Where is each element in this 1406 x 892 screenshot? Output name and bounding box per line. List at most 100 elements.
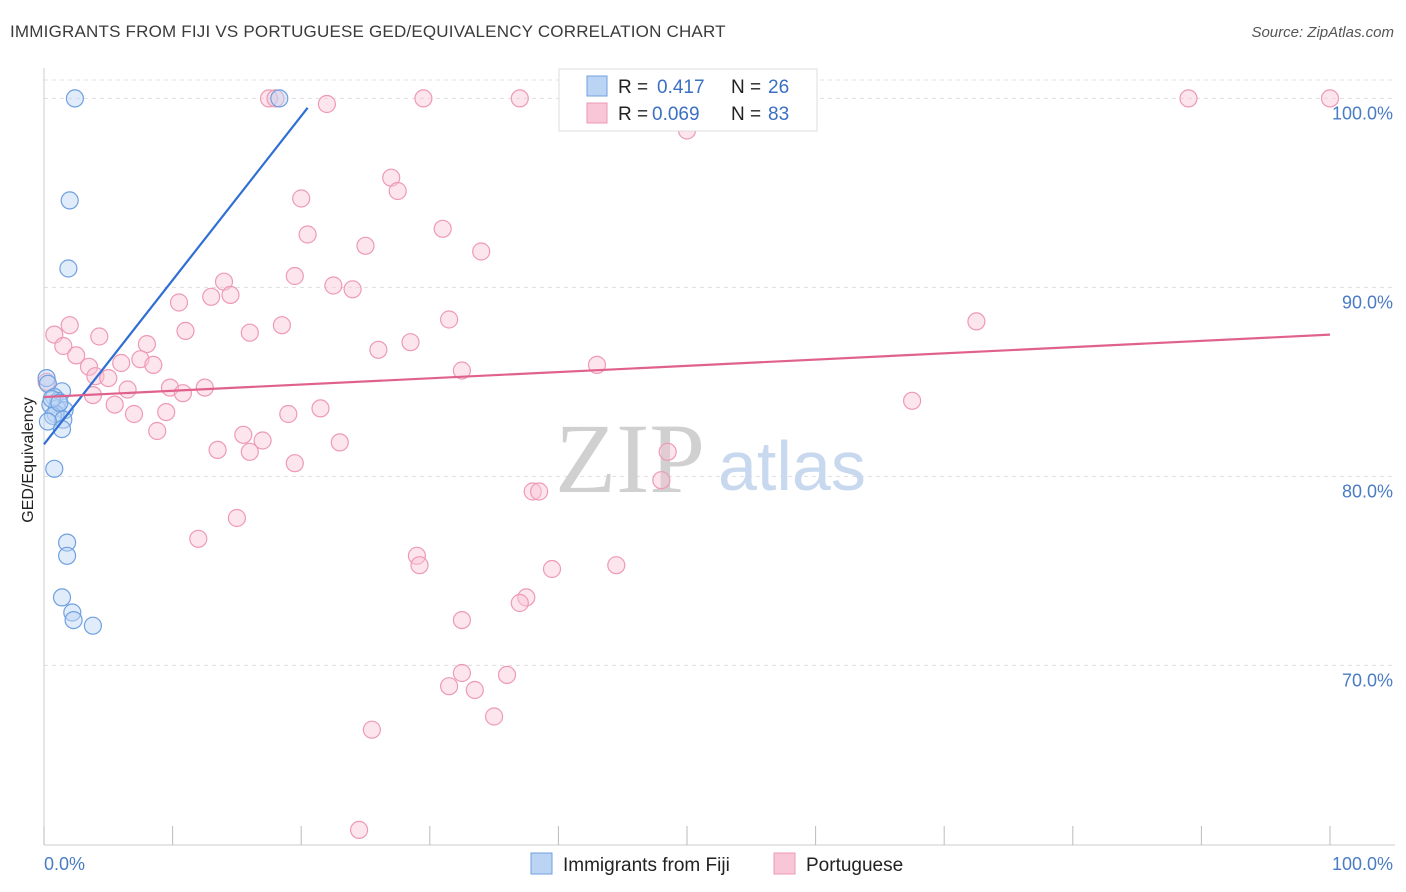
y-tick-label-90: 90.0% (1342, 292, 1393, 312)
point-portuguese-62 (285, 454, 304, 473)
point-portuguese-81 (350, 820, 369, 840)
point-portuguese-74 (452, 610, 471, 630)
point-fiji-17 (45, 459, 64, 478)
trend-lines (43, 107, 1331, 445)
point-portuguese-43 (99, 369, 118, 388)
point-portuguese-22 (440, 310, 459, 329)
point-portuguese-23 (967, 312, 986, 331)
point-portuguese-9 (388, 181, 407, 201)
point-portuguese-28 (240, 323, 259, 342)
watermark-zip: ZIP (555, 403, 705, 514)
point-fiji-2 (60, 191, 79, 210)
correlation-legend: R = 0.417 N = 26 R = 0.069 N = 83 (558, 68, 818, 132)
point-portuguese-46 (118, 380, 137, 399)
point-fiji-0 (65, 89, 85, 108)
point-portuguese-64 (523, 482, 542, 501)
point-portuguese-32 (137, 335, 156, 354)
point-portuguese-15 (285, 266, 304, 286)
point-portuguese-40 (452, 361, 471, 380)
bottom-legend-label-fiji: Immigrants from Fiji (563, 855, 730, 876)
point-portuguese-49 (902, 391, 922, 410)
legend-swatch-fiji (586, 75, 608, 97)
point-portuguese-34 (67, 346, 86, 365)
point-fiji-23 (83, 616, 103, 635)
point-portuguese-80 (362, 720, 381, 739)
point-portuguese-79 (485, 707, 504, 726)
y-tick-labels: 70.0% 80.0% 90.0% 100.0% (1332, 103, 1393, 690)
point-portuguese-31 (54, 336, 73, 356)
point-fiji-18 (57, 533, 77, 552)
point-portuguese-12 (298, 225, 317, 244)
point-portuguese-13 (356, 236, 375, 255)
legend-n-label-fiji: N = (731, 77, 761, 98)
point-portuguese-77 (452, 663, 471, 683)
point-portuguese-38 (79, 357, 99, 376)
point-portuguese-56 (234, 425, 253, 444)
point-portuguese-47 (173, 384, 192, 403)
point-portuguese-78 (497, 665, 517, 685)
point-fiji-4 (37, 369, 56, 388)
point-portuguese-69 (410, 556, 429, 575)
point-portuguese-6 (1179, 89, 1198, 108)
point-portuguese-65 (529, 482, 549, 501)
point-portuguese-50 (105, 395, 124, 414)
bottom-legend-swatch-portuguese (773, 852, 796, 875)
point-portuguese-16 (324, 276, 343, 295)
point-portuguese-75 (440, 677, 459, 696)
point-portuguese-67 (189, 529, 208, 548)
point-portuguese-21 (169, 293, 189, 312)
chart-title: IMMIGRANTS FROM FIJI VS PORTUGUESE GED/E… (10, 22, 726, 41)
trend-line-portuguese (43, 333, 1331, 399)
source-label: Source: ZipAtlas.com (1251, 24, 1394, 41)
point-portuguese-19 (202, 287, 221, 306)
point-fiji-20 (52, 588, 72, 607)
point-portuguese-11 (433, 219, 452, 238)
bottom-legend-label-portuguese: Portuguese (806, 855, 903, 876)
point-portuguese-0 (259, 89, 279, 108)
point-fiji-22 (64, 610, 83, 630)
point-portuguese-33 (369, 340, 388, 359)
legend-r-label-portuguese: R = (618, 104, 648, 125)
point-portuguese-30 (401, 333, 420, 352)
point-portuguese-45 (195, 378, 214, 397)
point-portuguese-63 (652, 471, 671, 490)
point-portuguese-73 (510, 593, 529, 613)
watermark: ZIP atlas (555, 403, 866, 514)
axes (43, 68, 1395, 846)
point-portuguese-70 (542, 559, 562, 579)
point-fiji-19 (57, 546, 77, 565)
point-fiji-25 (50, 393, 69, 412)
bottom-legend-swatch-fiji (530, 852, 553, 875)
legend-n-label-portuguese: N = (731, 104, 761, 125)
point-portuguese-51 (311, 399, 330, 418)
y-tick-label-80: 80.0% (1342, 481, 1393, 501)
legend-r-value-portuguese: 0.069 (652, 104, 700, 125)
point-portuguese-37 (144, 355, 163, 374)
gridlines (44, 79, 1395, 666)
point-portuguese-1 (266, 89, 285, 108)
point-portuguese-4 (510, 89, 529, 108)
point-portuguese-55 (148, 421, 167, 441)
point-fiji-3 (59, 259, 78, 278)
series-fiji (37, 89, 289, 635)
watermark-atlas: atlas (718, 427, 866, 505)
point-portuguese-3 (414, 89, 433, 108)
legend-n-value-portuguese: 83 (768, 104, 789, 125)
point-fiji-21 (63, 603, 82, 622)
y-tick-label-70: 70.0% (1342, 670, 1393, 690)
trend-line-fiji (43, 107, 309, 445)
series-legend: Immigrants from Fiji Portuguese (530, 852, 903, 876)
point-portuguese-58 (330, 433, 349, 452)
point-portuguese-59 (208, 440, 227, 459)
point-portuguese-57 (253, 431, 272, 450)
point-portuguese-52 (124, 404, 144, 424)
point-portuguese-2 (317, 94, 336, 114)
point-portuguese-24 (60, 316, 79, 335)
point-portuguese-10 (292, 189, 311, 208)
point-portuguese-20 (221, 285, 240, 304)
point-portuguese-54 (279, 404, 298, 424)
point-portuguese-71 (607, 556, 626, 575)
series-portuguese (37, 89, 1340, 840)
point-fiji-15 (38, 412, 58, 431)
